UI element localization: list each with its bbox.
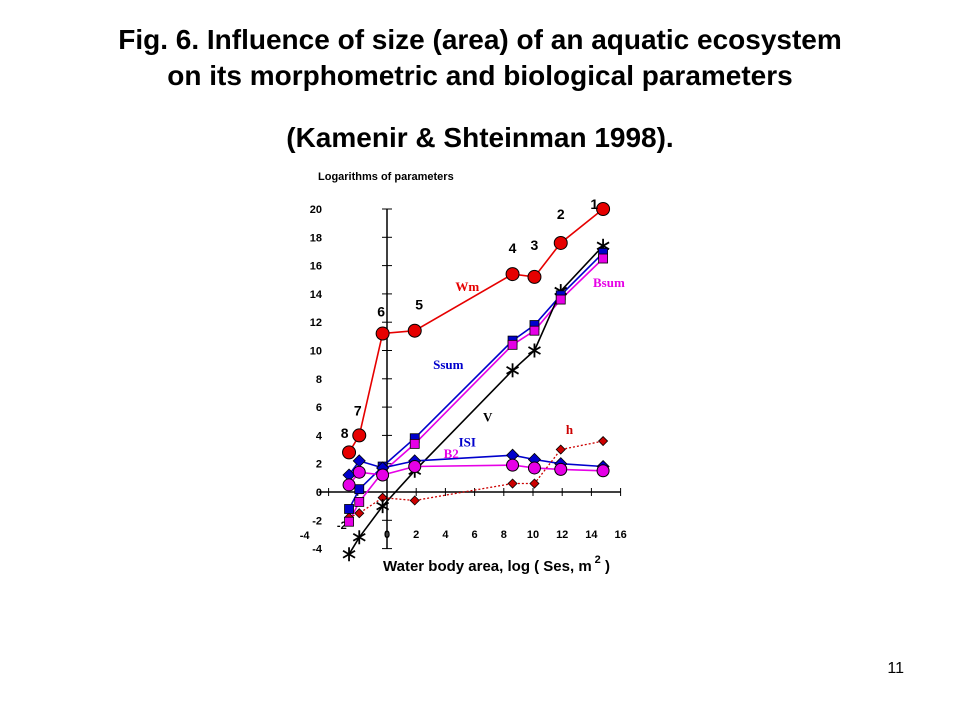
x-tick-label: -4 [300, 530, 311, 542]
marker-v [352, 530, 366, 545]
x-tick-label: 14 [585, 529, 598, 541]
marker-isi [352, 454, 366, 468]
point-label-7: 7 [354, 403, 362, 419]
y-tick-label: 4 [316, 430, 323, 442]
series-label-wm: Wm [455, 279, 479, 294]
marker-ssum [354, 484, 365, 495]
y-tick-label: 16 [310, 261, 322, 273]
x-tick-label: 4 [442, 529, 449, 541]
y-tick-label: 10 [310, 346, 322, 358]
y-tick-label: -2 [312, 515, 322, 527]
y-tick-label: 12 [310, 317, 322, 329]
marker-v [506, 363, 520, 378]
series-line-wm [348, 208, 604, 453]
marker-wm [342, 445, 357, 460]
x-tick-label: 2 [413, 529, 419, 541]
marker-h [529, 478, 540, 489]
x-axis-label-main: Water body area, log ( Ses, m [383, 558, 592, 575]
point-label-3: 3 [531, 237, 539, 253]
series-label-bsum: Bsum [593, 275, 625, 290]
y-tick-label: 8 [316, 374, 322, 386]
x-tick-label: 10 [527, 529, 539, 541]
marker-bsum [529, 325, 540, 336]
marker-wm [505, 267, 520, 282]
x-axis-label-superscript: 2 [595, 554, 601, 566]
x-tick-label: 0 [384, 529, 390, 541]
series-label-isi: ISI [459, 435, 476, 450]
y-axis-label: Logarithms of parameters [318, 171, 454, 183]
y-tick-label: 6 [316, 402, 322, 414]
slide-title-line-1: Fig. 6. Influence of size (area) of an a… [118, 24, 842, 55]
marker-v [376, 499, 390, 514]
marker-bsum [354, 497, 365, 507]
marker-ssum [344, 504, 354, 514]
point-label-4: 4 [509, 240, 517, 256]
marker-v [528, 343, 541, 358]
point-label-5: 5 [415, 296, 423, 312]
marker-b2 [527, 461, 541, 475]
series-label-b2: B2 [444, 446, 459, 461]
marker-wm [596, 202, 611, 216]
marker-bsum [598, 253, 608, 264]
marker-h [409, 495, 420, 506]
marker-bsum [507, 339, 518, 350]
x-tick-label: 12 [556, 529, 568, 541]
marker-wm [527, 269, 542, 284]
x-tick-label: 6 [472, 529, 478, 541]
point-label-8: 8 [341, 425, 349, 441]
y-tick-label: 0 [316, 487, 322, 499]
series-markers [342, 202, 611, 562]
marker-wm [553, 235, 568, 250]
series-line-h [348, 440, 604, 519]
series-label-h: h [566, 422, 574, 437]
x-tick-label: 16 [614, 529, 626, 541]
slide-title-line-2: on its morphometric and biological param… [167, 60, 793, 91]
marker-h [555, 444, 566, 455]
series-line-bsum [348, 257, 604, 523]
series-label-v: V [483, 409, 493, 424]
marker-b2 [554, 462, 568, 476]
y-tick-label: 18 [310, 232, 322, 244]
y-tick-label: 20 [310, 204, 322, 216]
marker-b2 [506, 458, 520, 472]
marker-h [354, 508, 365, 519]
marker-wm [375, 326, 390, 341]
marker-wm [407, 323, 422, 338]
x-tick-label: 8 [501, 529, 507, 541]
marker-h [507, 478, 518, 489]
marker-h [598, 435, 609, 447]
x-tick-label: -2 [337, 520, 347, 532]
series-label-ssum: Ssum [433, 357, 464, 372]
y-tick-label: 2 [316, 459, 322, 471]
marker-bsum [555, 294, 566, 305]
marker-b2 [596, 464, 610, 478]
marker-b2 [408, 460, 422, 474]
marker-bsum [409, 438, 420, 449]
marker-b2 [376, 468, 390, 482]
y-tick-label: 14 [310, 289, 323, 301]
slide-citation: (Kamenir & Shteinman 1998). [286, 122, 674, 153]
marker-b2 [352, 465, 366, 479]
marker-v [342, 547, 356, 562]
marker-wm [352, 428, 367, 443]
y-tick-label: -4 [312, 544, 323, 556]
page-number: 11 [887, 660, 904, 677]
x-axis-label-suffix: ) [601, 558, 610, 575]
point-label-2: 2 [557, 206, 565, 222]
marker-bsum [344, 516, 354, 527]
marker-b2 [342, 478, 356, 492]
point-label-6: 6 [377, 304, 385, 320]
point-label-1: 1 [590, 196, 598, 212]
